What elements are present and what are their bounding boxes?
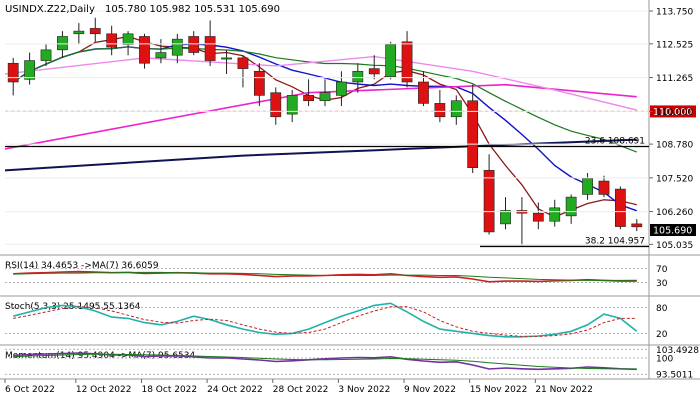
indicator-tick-label: 93.5011 [656, 371, 693, 381]
candle-body [385, 44, 397, 77]
candle-body [336, 81, 347, 96]
candle-body [253, 70, 265, 96]
x-tick-label: 21 Nov 2022 [535, 385, 593, 395]
indicator-title: RSI(14) 34.4653 ->MA(7) 36.6059 [5, 261, 159, 271]
candle-body [582, 178, 593, 195]
candle-body [106, 33, 118, 48]
candle-body [73, 30, 85, 35]
indicator-tick-label: 103.4928 [656, 346, 699, 356]
moving-average-line [4, 83, 637, 150]
candle-body [467, 100, 479, 168]
candle-body [450, 100, 462, 118]
level-label: 38.2 104.957 [585, 236, 645, 246]
price-tick-label: 110.000 [656, 108, 693, 118]
price-tick-label: 106.260 [656, 208, 693, 218]
last-price-label: 105.690 [653, 226, 692, 237]
indicator-line [13, 353, 637, 370]
candle-body [89, 28, 101, 35]
level-label: 23.6 108.691 [585, 136, 645, 146]
candle-body [221, 57, 232, 60]
candle-body [171, 38, 183, 56]
candle-body [57, 36, 68, 51]
price-panel [0, 0, 700, 255]
x-tick-label: 15 Nov 2022 [470, 385, 528, 395]
candle-body [188, 36, 200, 53]
indicator-line [13, 306, 637, 337]
price-tick-label: 105.035 [656, 241, 693, 251]
candle-body [483, 170, 495, 233]
candle-body [532, 212, 544, 222]
x-tick-label: 9 Nov 2022 [404, 385, 456, 395]
candle-body [303, 95, 314, 102]
indicator-line [12, 302, 638, 338]
candle-body [549, 207, 561, 222]
candle-body [434, 103, 446, 118]
price-tick-label: 113.750 [656, 8, 693, 18]
candle-body [155, 52, 167, 59]
indicator-tick-label: 20 [656, 330, 668, 340]
chart-title: USINDX.Z22,Daily [5, 4, 95, 15]
candle-body [270, 92, 282, 118]
candle-body [40, 49, 52, 61]
candle-body [7, 62, 19, 83]
indicator-line [13, 271, 637, 281]
indicator-tick-label: 80 [656, 304, 668, 314]
level-badge-label: 110.000 [653, 107, 692, 118]
x-tick-label: 12 Oct 2022 [76, 385, 132, 395]
ohlc-header: 105.780 105.982 105.531 105.690 [105, 4, 280, 15]
indicator-tick-label: 30 [656, 279, 668, 289]
candle-body [352, 70, 364, 83]
candle-body [139, 36, 150, 64]
candle-body [368, 68, 380, 75]
price-tick-label: 112.525 [656, 40, 693, 50]
last-price-badge [650, 224, 696, 236]
candle-body [565, 196, 577, 217]
indicator-title: Momentum(14) 95.4904 ->MA(7) 95.6534 [5, 351, 196, 361]
candle-body [598, 180, 610, 195]
price-tick-label: 108.780 [656, 141, 693, 151]
candle-body [614, 188, 626, 227]
x-tick-label: 18 Oct 2022 [141, 385, 197, 395]
candle-body [500, 210, 511, 225]
indicator-tick-label: 100 [656, 355, 673, 365]
candle-body [286, 95, 298, 115]
x-tick-label: 3 Nov 2022 [338, 385, 390, 395]
candle-body [401, 41, 413, 83]
level-badge [650, 105, 696, 118]
x-tick-label: 28 Oct 2022 [273, 385, 329, 395]
candle-body [204, 36, 216, 61]
indicator-line [13, 352, 637, 371]
price-tick-label: 107.520 [656, 174, 693, 184]
candle-body [237, 57, 249, 69]
x-tick-label: 24 Oct 2022 [207, 385, 263, 395]
moving-average-line [12, 46, 638, 153]
candle-body [319, 92, 331, 102]
candle-body [24, 60, 36, 80]
candle-body [418, 81, 429, 104]
price-tick-label: 111.265 [656, 74, 693, 84]
x-tick-label: 6 Oct 2022 [5, 385, 55, 395]
indicator-tick-label: 70 [656, 265, 668, 275]
candle-body [122, 33, 134, 45]
candle-body [631, 223, 643, 228]
